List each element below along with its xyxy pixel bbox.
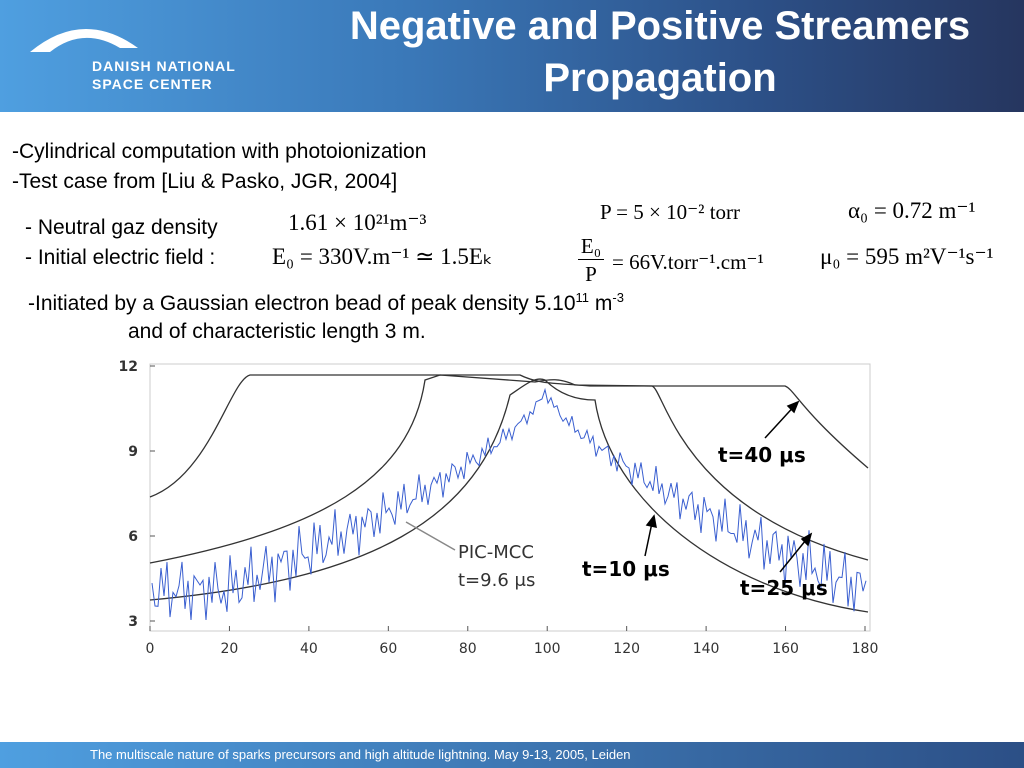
x-tick-label: 120 — [613, 641, 640, 657]
header — [0, 0, 1024, 112]
annotation: PIC-MCC — [458, 542, 534, 563]
curve-t10 — [149, 378, 869, 613]
exponent: 11 — [575, 290, 590, 305]
bullet: -Cylindrical computation with photoioniz… — [12, 140, 427, 163]
x-tick-label: 0 — [146, 641, 155, 657]
footer: The multiscale nature of sparks precurso… — [90, 747, 631, 762]
x-tick-label: 60 — [379, 641, 397, 657]
y-tick-label: 9 — [128, 444, 138, 460]
exponent: -3 — [612, 290, 624, 305]
x-tick-label: 100 — [534, 641, 561, 657]
formula: α₀ = 0.72 m⁻¹ — [848, 198, 976, 223]
annotation: t=10 μs — [582, 557, 670, 581]
logo-arc — [30, 28, 138, 52]
formula: = 66V.torr⁻¹.cm⁻¹ — [612, 250, 764, 274]
formula: P — [585, 262, 597, 286]
formula: E₀ = 330V.m⁻¹ ≃ 1.5Eₖ — [272, 244, 493, 269]
initiation: -Initiated by a Gaussian electron bead o… — [28, 290, 624, 316]
y-tick-label: 12 — [120, 359, 138, 375]
text: -Initiated by a Gaussian electron bead o… — [28, 292, 576, 315]
annotation: t=9.6 μs — [458, 570, 535, 591]
pic-mcc-curve — [151, 387, 867, 621]
formula: μ₀ = 595 m²V⁻¹s⁻¹ — [820, 244, 994, 269]
text: m — [589, 292, 613, 315]
annotation: t=40 μs — [718, 443, 806, 467]
arrows — [405, 400, 813, 573]
y-tick-label: 3 — [128, 614, 138, 630]
formula: 1.61 × 10²¹m⁻³ — [288, 210, 427, 235]
curve-t25 — [149, 374, 869, 564]
figure: t=40 μs t=25 μs t=10 μs PIC-MCC t=9.6 μs… — [120, 359, 879, 657]
title: Propagation — [543, 56, 777, 100]
x-tick-label: 180 — [852, 641, 879, 657]
formula: E₀ — [578, 234, 604, 260]
x-tick-label: 140 — [693, 641, 720, 657]
title: Negative and Positive Streamers — [349, 4, 971, 48]
formula: P = 5 × 10⁻² torr — [600, 200, 741, 224]
plot-frame — [149, 363, 871, 632]
param-label: - Neutral gaz density — [25, 216, 218, 239]
y-tick-label: 6 — [128, 529, 138, 545]
curves — [149, 374, 869, 613]
x-tick-label: 160 — [772, 641, 799, 657]
annotation: t=25 μs — [740, 576, 828, 600]
initiation: and of characteristic length 3 m. — [128, 320, 426, 343]
x-tick-label: 20 — [221, 641, 239, 657]
bullet: -Test case from [Liu & Pasko, JGR, 2004] — [12, 170, 398, 193]
logo-text: SPACE CENTER — [92, 76, 213, 92]
x-tick-label: 80 — [459, 641, 477, 657]
footer-bar — [0, 742, 1024, 768]
x-tick-label: 40 — [300, 641, 318, 657]
logo-text: DANISH NATIONAL — [92, 58, 236, 74]
param-label: - Initial electric field : — [25, 246, 216, 269]
